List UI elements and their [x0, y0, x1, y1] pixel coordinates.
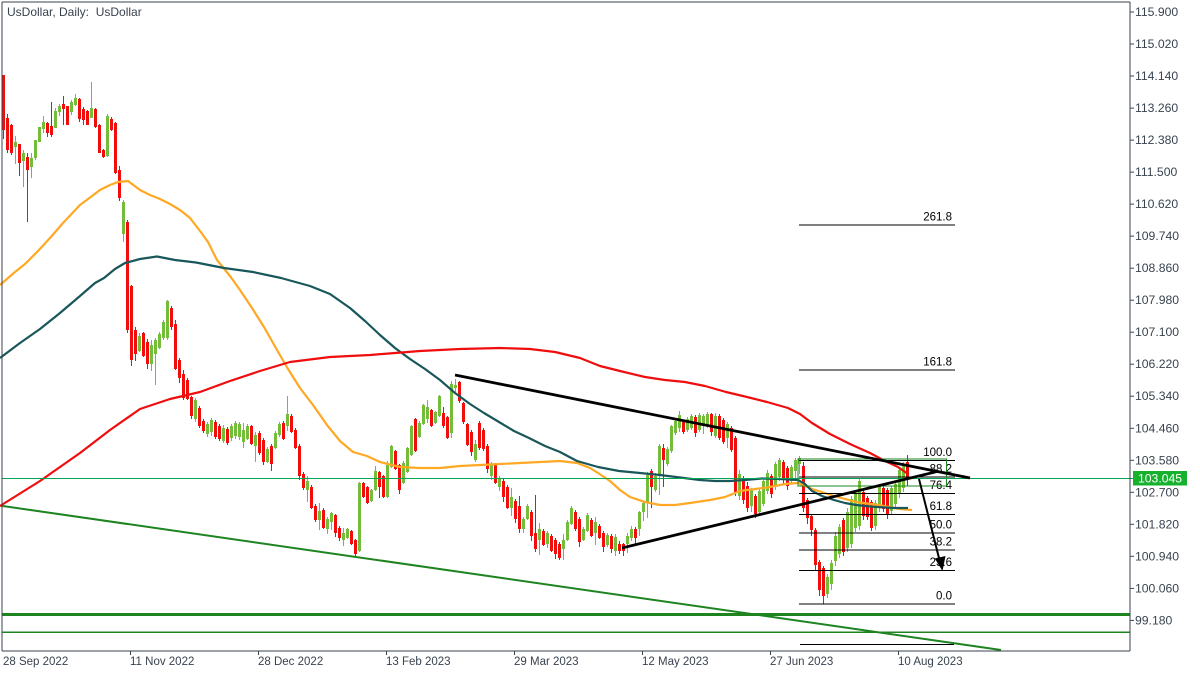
svg-text:113.260: 113.260: [1135, 101, 1178, 115]
svg-text:100.060: 100.060: [1135, 581, 1179, 595]
svg-text:100.0: 100.0: [923, 447, 952, 459]
svg-text:110.620: 110.620: [1135, 197, 1178, 211]
svg-text:50.0: 50.0: [930, 520, 952, 532]
svg-text:112.380: 112.380: [1135, 133, 1178, 147]
svg-text:101.820: 101.820: [1135, 517, 1179, 531]
svg-text:99.180: 99.180: [1135, 613, 1172, 627]
svg-text:108.860: 108.860: [1135, 261, 1179, 275]
svg-text:104.460: 104.460: [1135, 421, 1179, 435]
svg-text:100.940: 100.940: [1135, 549, 1179, 563]
svg-text:103.580: 103.580: [1135, 453, 1179, 467]
svg-text:10 Aug 2023: 10 Aug 2023: [898, 656, 963, 668]
svg-text:109.740: 109.740: [1135, 229, 1179, 243]
svg-text:11 Nov 2022: 11 Nov 2022: [130, 656, 194, 668]
svg-text:13 Feb 2023: 13 Feb 2023: [386, 656, 451, 668]
svg-text:27 Jun 2023: 27 Jun 2023: [770, 656, 833, 668]
svg-text:106.220: 106.220: [1135, 357, 1179, 371]
svg-text:12 May 2023: 12 May 2023: [642, 656, 709, 668]
svg-text:28 Dec 2022: 28 Dec 2022: [258, 656, 323, 668]
svg-text:114.140: 114.140: [1135, 69, 1178, 83]
svg-text:107.980: 107.980: [1135, 293, 1179, 307]
svg-text:161.8: 161.8: [923, 357, 952, 369]
svg-text:61.8: 61.8: [930, 501, 952, 513]
svg-text:0.0: 0.0: [936, 590, 952, 602]
svg-text:107.100: 107.100: [1135, 325, 1179, 339]
svg-text:261.8: 261.8: [923, 212, 952, 224]
svg-text:115.020: 115.020: [1135, 37, 1178, 51]
svg-text:UsDollar, Daily: UsDollar: UsDollar, Daily: UsDollar: [7, 5, 142, 19]
svg-text:29 Mar 2023: 29 Mar 2023: [514, 656, 579, 668]
svg-text:103.045: 103.045: [1138, 472, 1182, 486]
svg-text:115.900: 115.900: [1135, 5, 1178, 19]
svg-text:102.700: 102.700: [1135, 485, 1179, 499]
svg-text:111.500: 111.500: [1135, 165, 1177, 179]
svg-text:105.340: 105.340: [1135, 389, 1179, 403]
svg-text:28 Sep 2022: 28 Sep 2022: [3, 656, 68, 668]
